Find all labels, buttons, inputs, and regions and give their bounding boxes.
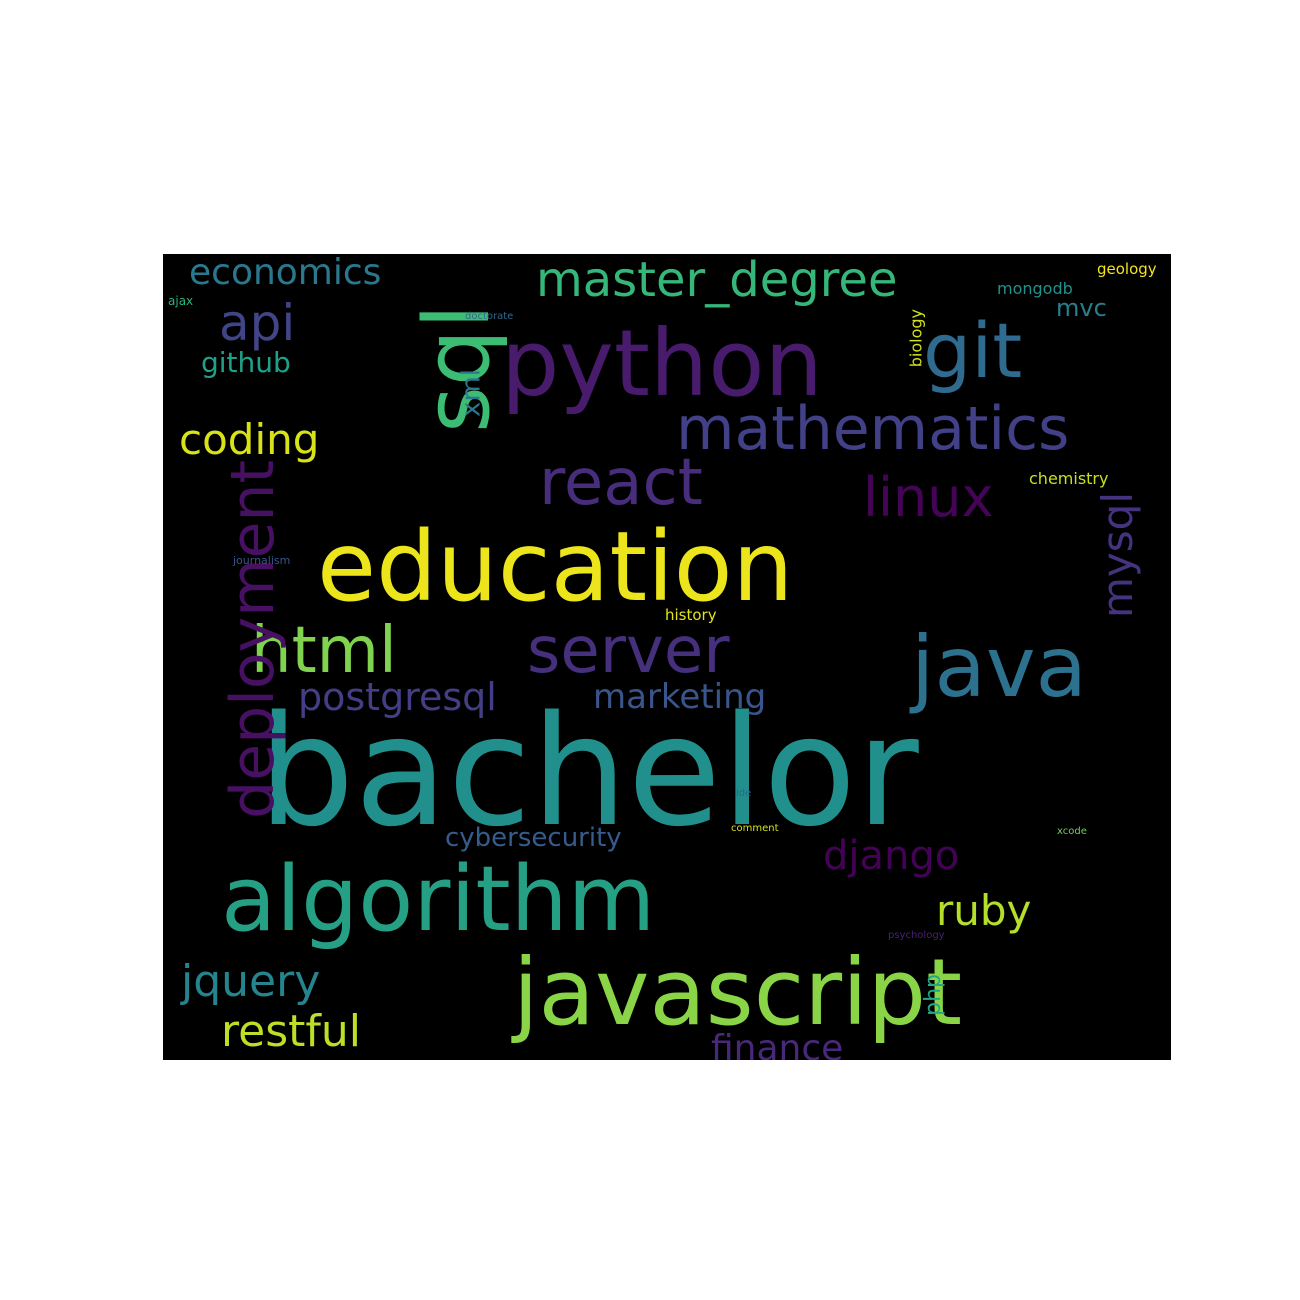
word-sql: sql [405,304,510,433]
word-javascript: javascript [511,939,962,1046]
word-finance: finance [711,1028,843,1060]
word-git: git [923,306,1022,395]
word-mathematics: mathematics [676,394,1069,464]
word-journalism: journalism [232,554,290,567]
word-python: python [501,310,823,417]
word-java: java [909,618,1087,716]
word-economics: economics [189,254,381,293]
word-ajax: ajax [168,294,193,308]
word-postgresql: postgresql [298,675,497,719]
word-marketing: marketing [593,677,766,717]
word-cloud-svg: bachelor education python javascriptalgorit… [168,254,1157,1060]
word-bachelor: bachelor [258,683,919,860]
word-cloud-canvas: bachelor education python javascript algorit… [163,254,1171,1060]
word-psychology: psychology [888,930,945,941]
word-server: server [527,614,730,688]
word-xcode: xcode [1057,826,1087,837]
word-deployment: deployment [218,460,288,819]
word-geology: geology [1097,260,1157,278]
word-django: django [823,833,959,879]
word-education: education [317,511,793,623]
word-mysql: mysql [1093,492,1142,618]
word-restful: restful [221,1006,361,1057]
word-php: php [921,974,946,1016]
word-xml: xml [456,369,486,417]
word-coding: coding [179,415,319,464]
word-algorithm: algorithm [221,847,655,952]
word-mvc: mvc [1056,294,1107,322]
word-biology: biology [906,309,925,367]
word-chemistry: chemistry [1029,469,1108,488]
word-react: react [539,446,703,520]
word-html: html [251,614,397,688]
word-comment: comment [731,823,779,834]
word-linux: linux [863,466,993,529]
word-mongodb: mongodb [997,279,1073,298]
word-ruby: ruby [936,886,1031,935]
word-history: history [665,606,717,624]
word-github: github [201,346,291,379]
word-doctorate: doctorate [465,311,513,322]
word-jquery: jquery [180,956,320,1007]
word-ide: ide [736,788,751,799]
word-cybersecurity: cybersecurity [445,823,622,853]
word-api: api [219,294,295,352]
word-master-degree: master_degree [536,254,897,308]
